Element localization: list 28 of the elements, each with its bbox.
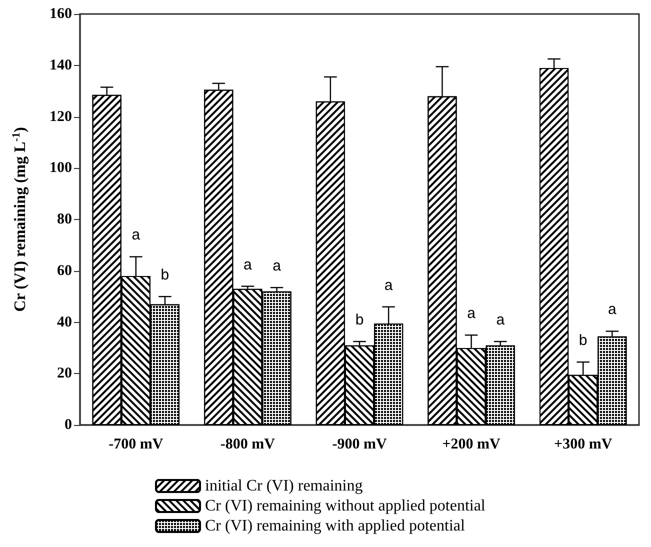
y-tick-label: 60 (57, 262, 72, 279)
data-label: a (496, 312, 506, 329)
data-label: b (355, 312, 364, 329)
data-label: a (244, 256, 253, 274)
x-tick-label: -700 mV (108, 436, 164, 452)
y-tick-label: 80 (57, 212, 72, 228)
data-label: a (132, 226, 141, 244)
y-tick-label: 100 (50, 160, 72, 176)
data-label: a (467, 305, 476, 322)
y-tick-label: 140 (50, 57, 72, 74)
data-label: a (272, 258, 282, 275)
y-axis-title: Cr (VI) remaining (mg L-1) (10, 127, 29, 312)
x-tick-label: +200 mV (442, 436, 501, 452)
y-tick-label: 20 (57, 366, 72, 382)
data-label: b (160, 266, 170, 284)
x-tick-label: -900 mV (332, 436, 387, 452)
y-tick-label: 0 (64, 417, 72, 433)
legend-label: Cr (VI) remaining without applied potential (205, 498, 486, 514)
x-tick-label: -800 mV (220, 436, 276, 452)
data-label: a (384, 276, 394, 294)
y-tick-label: 160 (50, 6, 72, 22)
x-tick-label: +300 mV (554, 436, 612, 452)
legend-label: initial Cr (VI) remaining (205, 478, 363, 494)
y-tick-label: 40 (57, 314, 72, 330)
legend-label: Cr (VI) remaining with applied potential (205, 518, 466, 534)
data-label: b (578, 332, 588, 350)
y-tick-label: 120 (50, 108, 72, 125)
data-label: a (608, 301, 617, 318)
